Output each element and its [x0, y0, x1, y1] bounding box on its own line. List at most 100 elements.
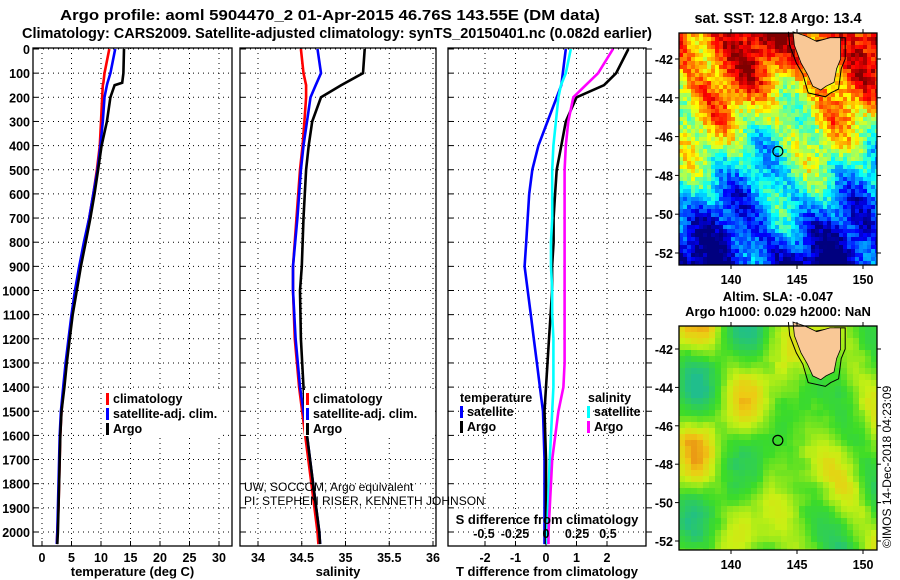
- map-cell: [823, 201, 827, 205]
- map-cell: [871, 518, 877, 524]
- map-cell: [771, 165, 775, 169]
- map-cell: [771, 225, 775, 229]
- map-cell: [745, 512, 751, 518]
- map-cell: [799, 524, 805, 530]
- map-cell: [783, 197, 787, 201]
- map-cell: [827, 101, 831, 105]
- map-cell: [775, 153, 779, 157]
- map-cell: [771, 53, 775, 57]
- map-cell: [823, 189, 827, 193]
- map-cell: [839, 205, 843, 209]
- map-cell: [739, 225, 743, 229]
- map-cell: [755, 53, 759, 57]
- map-cell: [697, 494, 703, 500]
- map-cell: [699, 177, 703, 181]
- map-cell: [855, 233, 859, 237]
- map-cell: [767, 149, 771, 153]
- map-cell: [781, 458, 787, 464]
- map-cell: [685, 416, 691, 422]
- map-cell: [757, 386, 763, 392]
- map-cell: [819, 221, 823, 225]
- map-cell: [743, 229, 747, 233]
- map-cell: [865, 422, 871, 428]
- map-cell: [859, 53, 863, 57]
- map-cell: [721, 434, 727, 440]
- map-cell: [779, 97, 783, 101]
- map-cell: [827, 169, 831, 173]
- map-cell: [771, 157, 775, 161]
- map-cell: [847, 213, 851, 217]
- map-cell: [715, 524, 721, 530]
- map-cell: [805, 464, 811, 470]
- map-cell: [759, 241, 763, 245]
- map-cell: [679, 177, 683, 181]
- map-cell: [703, 121, 707, 125]
- map-cell: [679, 464, 685, 470]
- map-cell: [695, 221, 699, 225]
- map-cell: [867, 153, 871, 157]
- map-cell: [831, 97, 835, 101]
- map-cell: [795, 213, 799, 217]
- map-cell: [767, 193, 771, 197]
- map-cell: [691, 217, 695, 221]
- s-tick-label: -0.5: [473, 527, 495, 541]
- map-cell: [755, 133, 759, 137]
- map-cell: [723, 229, 727, 233]
- map-cell: [823, 157, 827, 161]
- map-cell: [735, 33, 739, 37]
- map-cell: [727, 404, 733, 410]
- map-cell: [835, 185, 839, 189]
- map-cell: [685, 470, 691, 476]
- map-cell: [727, 49, 731, 53]
- map-cell: [715, 213, 719, 217]
- map-cell: [863, 81, 867, 85]
- map-cell: [751, 225, 755, 229]
- map-cell: [687, 173, 691, 177]
- map-cell: [707, 77, 711, 81]
- map-cell: [855, 141, 859, 145]
- map-cell: [781, 512, 787, 518]
- map-cell: [875, 145, 877, 149]
- map-cell: [863, 177, 867, 181]
- map-cell: [807, 137, 811, 141]
- map-cell: [867, 253, 871, 257]
- map-cell: [751, 193, 755, 197]
- map-cell: [871, 113, 875, 117]
- map-cell: [827, 149, 831, 153]
- map-cell: [767, 253, 771, 257]
- map-cell: [815, 133, 819, 137]
- map-cell: [735, 69, 739, 73]
- map-cell: [679, 332, 685, 338]
- map-cell: [775, 149, 779, 153]
- map-cell: [757, 404, 763, 410]
- map-cell: [855, 205, 859, 209]
- map-cell: [811, 117, 815, 121]
- map-cell: [703, 81, 707, 85]
- map-cell: [787, 133, 791, 137]
- map-cell: [779, 129, 783, 133]
- map-cell: [875, 221, 877, 225]
- map-cell: [865, 524, 871, 530]
- map-cell: [703, 548, 709, 550]
- map-cell: [787, 422, 793, 428]
- map-cell: [867, 57, 871, 61]
- map-cell: [819, 229, 823, 233]
- map-cell: [787, 350, 793, 356]
- map-cell: [751, 241, 755, 245]
- map-cell: [841, 458, 847, 464]
- map-cell: [699, 261, 703, 265]
- map-cell: [711, 133, 715, 137]
- map-cell: [875, 45, 877, 49]
- map-cell: [727, 362, 733, 368]
- map-cell: [871, 245, 875, 249]
- map-cell: [739, 338, 745, 344]
- map-cell: [793, 392, 799, 398]
- map-cell: [763, 512, 769, 518]
- map-cell: [779, 257, 783, 261]
- map-cell: [819, 253, 823, 257]
- map-cell: [691, 470, 697, 476]
- map-cell: [691, 326, 697, 332]
- map-cell: [803, 253, 807, 257]
- map-cell: [781, 422, 787, 428]
- map-cell: [727, 57, 731, 61]
